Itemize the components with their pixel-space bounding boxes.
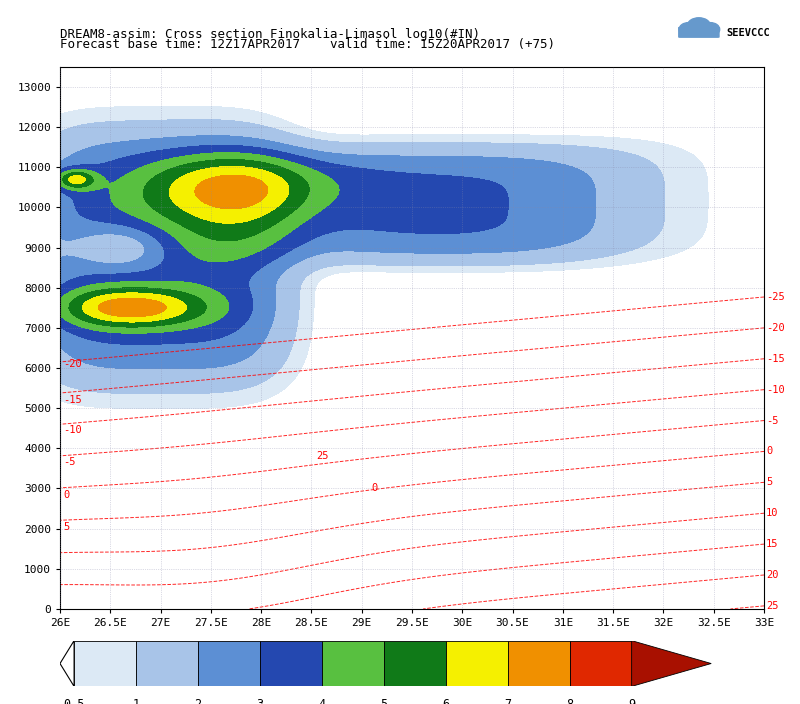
Polygon shape <box>322 641 384 686</box>
Text: -10: -10 <box>63 425 82 435</box>
Text: 5: 5 <box>380 698 387 704</box>
Polygon shape <box>74 641 136 686</box>
Ellipse shape <box>679 23 698 36</box>
Text: 10: 10 <box>766 508 778 518</box>
Text: 6: 6 <box>442 698 450 704</box>
Text: 0: 0 <box>372 484 378 494</box>
Ellipse shape <box>687 18 710 33</box>
Text: 8: 8 <box>566 698 574 704</box>
Text: 5: 5 <box>766 477 772 487</box>
FancyBboxPatch shape <box>678 27 720 38</box>
Polygon shape <box>198 641 260 686</box>
Text: -10: -10 <box>766 384 785 395</box>
Text: -20: -20 <box>766 323 785 333</box>
Polygon shape <box>570 641 632 686</box>
Polygon shape <box>632 641 711 686</box>
Polygon shape <box>384 641 446 686</box>
Text: -15: -15 <box>63 395 82 406</box>
Text: 0: 0 <box>63 489 70 500</box>
Text: -25: -25 <box>766 292 785 302</box>
Text: 0: 0 <box>766 446 772 456</box>
Polygon shape <box>508 641 570 686</box>
Polygon shape <box>260 641 322 686</box>
Text: -20: -20 <box>63 359 82 369</box>
Text: -15: -15 <box>766 354 785 364</box>
Text: 20: 20 <box>766 570 778 580</box>
Ellipse shape <box>701 23 720 36</box>
Text: 0.5: 0.5 <box>63 698 85 704</box>
Text: 15: 15 <box>766 539 778 549</box>
Text: -5: -5 <box>63 458 75 467</box>
Text: 25: 25 <box>766 601 778 611</box>
Text: 2: 2 <box>194 698 202 704</box>
Text: 9: 9 <box>628 698 635 704</box>
Text: 1: 1 <box>133 698 139 704</box>
Polygon shape <box>136 641 198 686</box>
Text: 4: 4 <box>318 698 326 704</box>
Text: Forecast base time: 12Z17APR2017    valid time: 15Z20APR2017 (+75): Forecast base time: 12Z17APR2017 valid t… <box>60 38 555 51</box>
Polygon shape <box>446 641 508 686</box>
Text: 7: 7 <box>504 698 511 704</box>
Text: DREAM8-assim: Cross section Finokalia-Limasol log10(#IN): DREAM8-assim: Cross section Finokalia-Li… <box>60 28 480 41</box>
Text: -5: -5 <box>766 415 778 425</box>
Text: 3: 3 <box>256 698 263 704</box>
Text: 25: 25 <box>317 451 329 461</box>
Text: 5: 5 <box>63 522 70 532</box>
Polygon shape <box>60 641 74 686</box>
Text: SEEVCCC: SEEVCCC <box>726 28 770 38</box>
